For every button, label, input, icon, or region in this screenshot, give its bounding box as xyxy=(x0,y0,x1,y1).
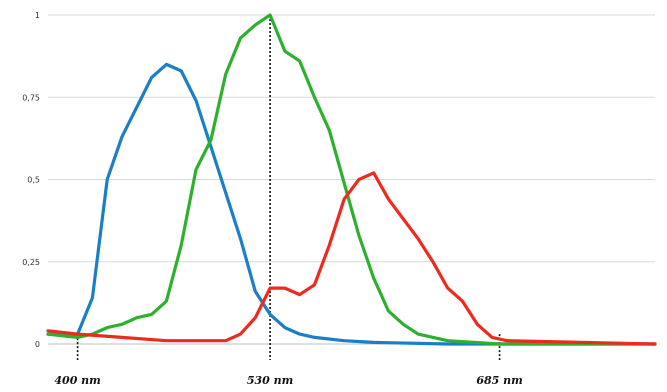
marker-label-685: 685 nm xyxy=(476,374,522,387)
y-tick-label: 1 xyxy=(35,11,40,20)
x-markers: 400 nm 530 nm 685 nm xyxy=(54,15,523,387)
series-lines xyxy=(46,13,657,346)
grid-lines xyxy=(48,14,655,345)
y-tick-label: 0 xyxy=(35,340,40,349)
y-tick-label: 0,75 xyxy=(22,93,40,102)
y-tick-labels: 0 0,25 0,5 0,75 1 xyxy=(22,11,40,349)
y-tick-label: 0,25 xyxy=(22,258,40,267)
red-series-line xyxy=(46,171,657,346)
marker-label-400: 400 nm xyxy=(54,374,100,387)
marker-label-530: 530 nm xyxy=(247,374,293,387)
blue-series-line xyxy=(46,62,657,346)
green-series-line xyxy=(46,13,657,346)
y-tick-label: 0,5 xyxy=(27,176,40,185)
